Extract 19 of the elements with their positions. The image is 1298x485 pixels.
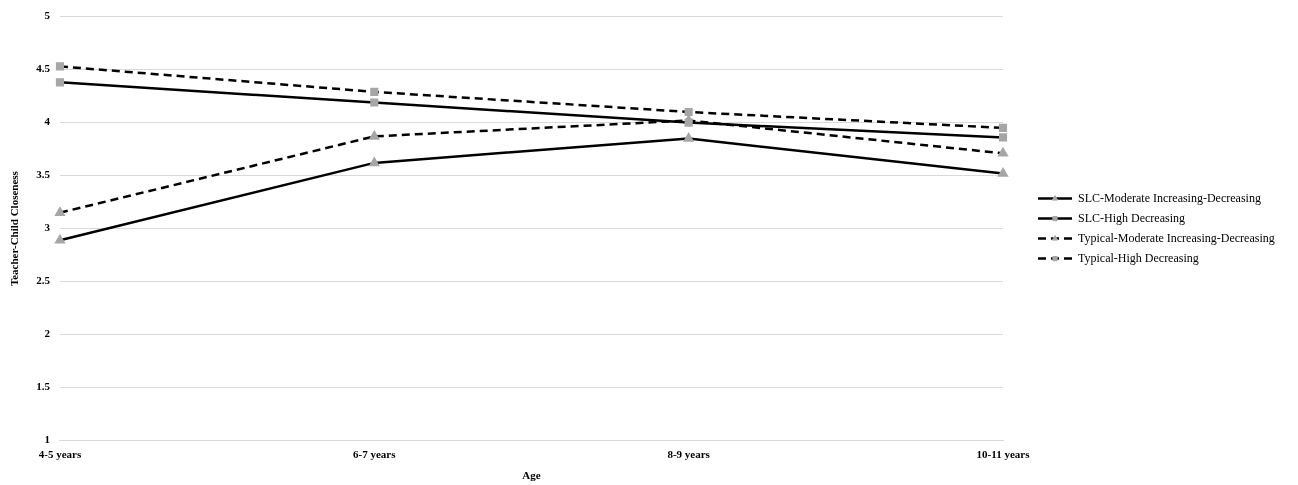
x-tick-label: 6-7 years — [353, 448, 397, 461]
legend-label: Typical-High Decreasing — [1078, 250, 1199, 265]
x-axis-title: Age — [522, 469, 541, 482]
y-tick-label: 3.5 — [36, 168, 51, 181]
legend-label: SLC-Moderate Increasing-Decreasing — [1078, 190, 1261, 205]
y-tick-label: 5 — [44, 9, 51, 22]
x-tick-label: 8-9 years — [667, 448, 711, 461]
x-tick-label: 10-11 years — [976, 448, 1031, 461]
legend-label: SLC-High Decreasing — [1078, 210, 1185, 225]
y-tick-label: 4 — [44, 115, 51, 128]
y-tick-label: 1.5 — [36, 380, 51, 393]
y-tick-label: 2 — [44, 327, 51, 340]
x-tick-label: 4-5 years — [38, 448, 82, 461]
y-tick-label: 1 — [44, 433, 50, 446]
y-tick-label: 2.5 — [36, 274, 51, 287]
y-tick-label: 4.5 — [36, 62, 51, 75]
y-tick-label: 3 — [44, 221, 51, 234]
y-axis-title: Teacher-Child Closeness — [8, 170, 21, 287]
legend-label: Typical-Moderate Increasing-Decreasing — [1078, 230, 1275, 245]
